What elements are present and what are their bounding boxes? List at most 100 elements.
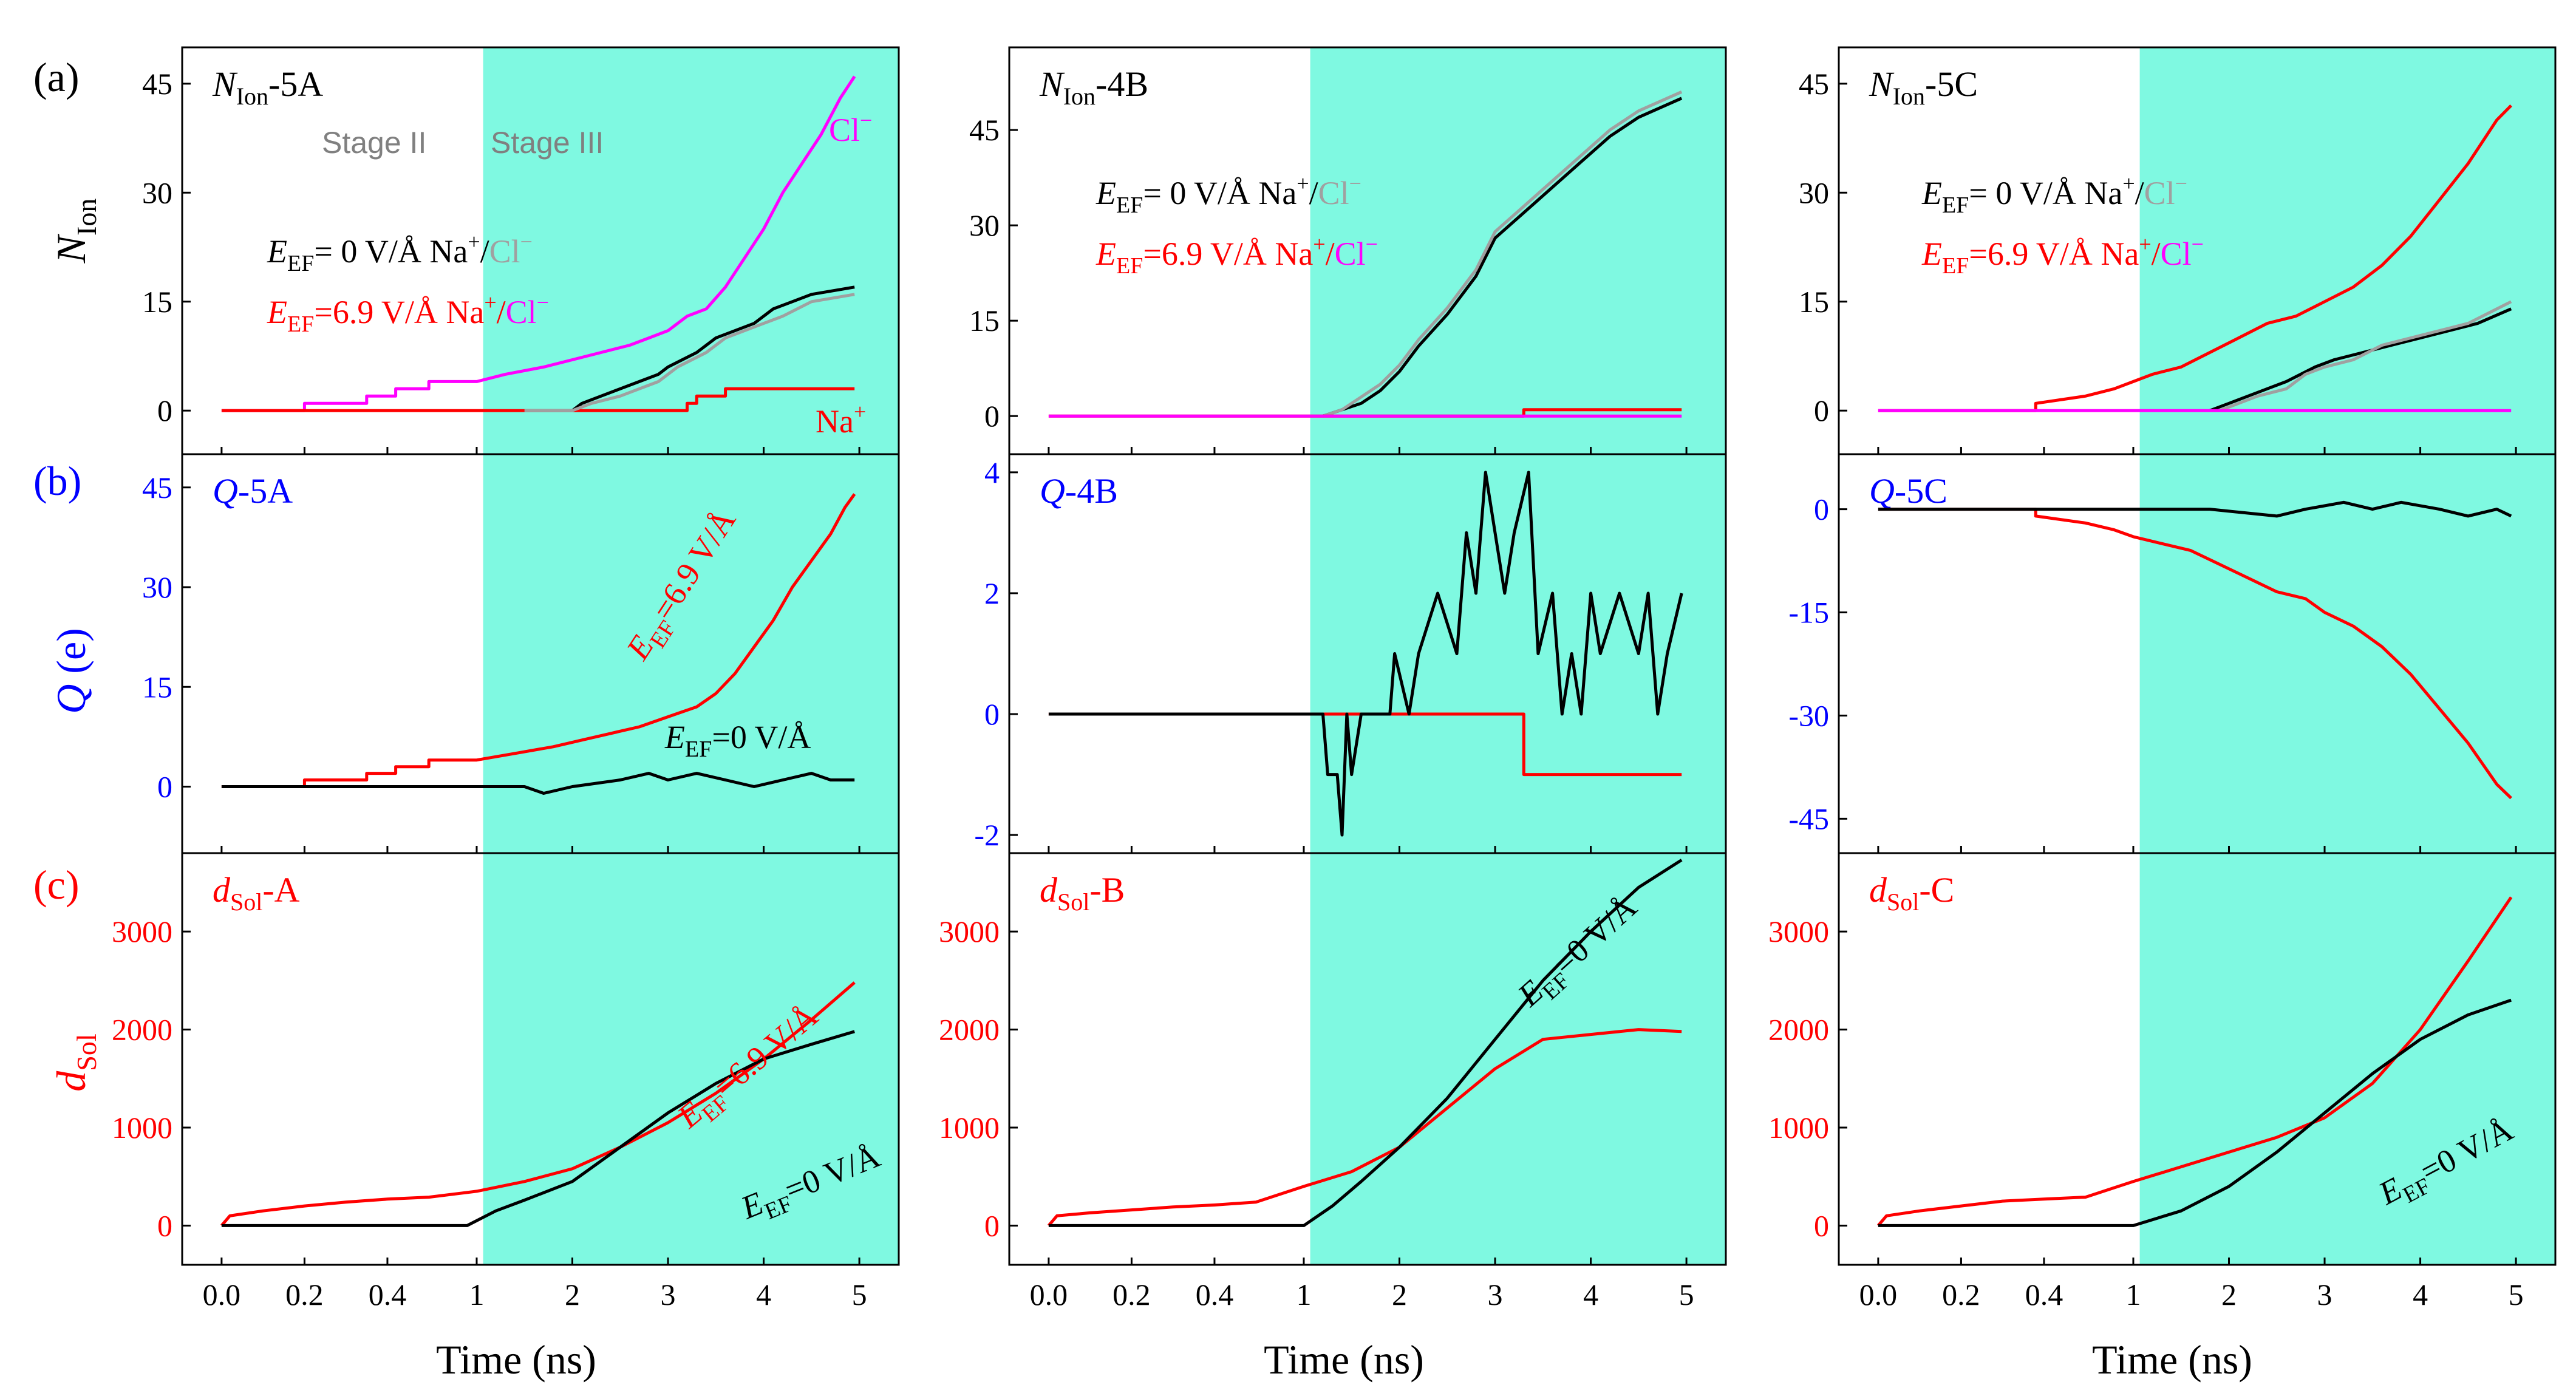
legend-c-ef0-minus: − xyxy=(2175,171,2187,196)
y-tick-label: 45 xyxy=(142,67,172,101)
legend-c-ef0-head: E xyxy=(1921,175,1942,211)
legend-c-ef69-head: E xyxy=(1921,236,1942,272)
panel-title-sub: Ion xyxy=(1893,83,1925,110)
legend-a-ef0-head: E xyxy=(267,233,287,270)
b5a-ef0-sub: EF xyxy=(685,737,712,762)
series-line xyxy=(2209,307,2512,412)
ylabel-c: dSol xyxy=(48,1033,102,1091)
x-tick-label: 3 xyxy=(1488,1278,1503,1312)
x-tick-label: 5 xyxy=(852,1278,867,1312)
y-tick-label: 2 xyxy=(984,576,1000,610)
panel-title-sub: Ion xyxy=(236,83,268,110)
x-tick-label: 0.4 xyxy=(1196,1278,1234,1312)
svg-text:EEF= 0 V/Å Na+/Cl−: EEF= 0 V/Å Na+/Cl− xyxy=(1095,171,1361,218)
ylabel-b: Q (e) xyxy=(48,628,94,714)
panel-title: Q-5C xyxy=(1869,471,1947,511)
xlabel-c: Time (ns) xyxy=(2092,1336,2252,1383)
y-tick-label: 1000 xyxy=(112,1111,172,1145)
legend-a-ef0-sub: EF xyxy=(287,251,314,276)
series-line xyxy=(221,772,855,795)
legend-a-ef0-minus: − xyxy=(520,230,533,254)
y-tick-label: 0 xyxy=(984,399,1000,433)
legend-a-ef69-tail: =6.9 V/Å Na xyxy=(314,294,484,330)
x-tick-label: 4 xyxy=(756,1278,771,1312)
stage-iii-shade xyxy=(483,47,899,454)
stage-iii-shade xyxy=(2139,47,2555,454)
panel-title-tail: -5C xyxy=(1925,64,1978,104)
x-tick-label: 2 xyxy=(2221,1278,2237,1312)
y-tick-label: 2000 xyxy=(1768,1013,1829,1047)
panel-title-sym: d xyxy=(213,870,231,910)
panel-title-sym: Q xyxy=(1040,471,1065,511)
panel-label-b: (b) xyxy=(33,458,81,504)
panel-title-tail: -C xyxy=(1919,870,1954,910)
ylabel-a: NIon xyxy=(48,199,102,264)
panel-title-sym: Q xyxy=(1869,471,1895,511)
curve-label-cl: Cl− xyxy=(829,108,872,148)
stage-iii-shade xyxy=(1310,853,1726,1265)
legend-b-ef0-minus: − xyxy=(1349,171,1361,196)
legend-b-ef0-plus: + xyxy=(1297,171,1309,196)
panel-title-tail: -B xyxy=(1089,870,1125,910)
panel-title-sym: d xyxy=(1869,870,1887,910)
y-tick-label: 0 xyxy=(1814,1208,1829,1242)
panel-title-tail: -5C xyxy=(1895,471,1947,511)
legend-b-ef69-head: E xyxy=(1095,236,1116,272)
y-tick-label: 0 xyxy=(157,393,172,427)
y-tick-label: 2000 xyxy=(112,1013,172,1047)
y-tick-label: 30 xyxy=(1799,175,1829,209)
legend-c-ef0-sub: EF xyxy=(1942,192,1969,218)
panel-title-tail: -4B xyxy=(1095,64,1148,104)
y-tick-label: 3000 xyxy=(939,914,1000,948)
legend-a-ef69-sub: EF xyxy=(287,311,314,337)
panel-a-C: 0 15 30 45 NIon-5C xyxy=(1799,46,2557,455)
ylabel-c-sym: d xyxy=(48,1071,94,1092)
legend-a-ef69-head: E xyxy=(267,294,287,330)
y-tick-label: 30 xyxy=(142,175,172,209)
y-tick-label: 0 xyxy=(1814,492,1829,526)
stage-iii-shade xyxy=(2139,853,2555,1265)
series-line xyxy=(1048,471,1683,837)
legend-a-ef69-cl: Cl xyxy=(506,294,537,330)
y-tick-label: 0 xyxy=(984,1208,1000,1242)
x-tick-label: 2 xyxy=(565,1278,580,1312)
x-tick-label: 0.0 xyxy=(1030,1278,1068,1312)
y-tick-label: 0 xyxy=(984,697,1000,731)
series-line xyxy=(221,493,856,788)
panel-title-sub: Sol xyxy=(230,888,262,916)
legend-b-ef0-head: E xyxy=(1095,175,1116,211)
legend-a-ef0-cl: Cl xyxy=(489,233,520,270)
panel-title-sub: Ion xyxy=(1063,83,1095,110)
panel-label-c: (c) xyxy=(33,862,79,908)
legend-c: EEF= 0 V/Å Na+/Cl− EEF=6.9 V/Å Na+/Cl− xyxy=(1921,171,2204,279)
legend-b-ef0-slash: / xyxy=(1309,175,1318,211)
panel-title-sym: Q xyxy=(213,471,238,511)
panel-title-tail: -4B xyxy=(1065,471,1118,511)
x-tick-label: 2 xyxy=(1392,1278,1407,1312)
panel-title-sym: N xyxy=(1039,64,1065,104)
panel-c-A: 0 1000 2000 3000 0.0 0.2 0.4 1 2 3 4 5 dSol-A xyxy=(112,852,900,1312)
legend-b-ef69-sub: EF xyxy=(1116,253,1143,279)
legend-b-ef69-plus: + xyxy=(1313,232,1325,256)
panel-title: dSol-B xyxy=(1040,870,1125,916)
y-tick-label: 3000 xyxy=(1768,914,1829,948)
y-tick-label: 45 xyxy=(1799,67,1829,101)
x-tick-label: 0.4 xyxy=(369,1278,407,1312)
svg-text:Q (e): Q (e) xyxy=(48,628,94,714)
legend-a-ef69-minus: − xyxy=(537,290,549,315)
panel-a-B: 0 15 30 45 NIon-4B xyxy=(969,46,1727,455)
series-line xyxy=(1878,508,2512,800)
stage-iii-shade xyxy=(483,853,899,1265)
legend-c-ef0-slash: / xyxy=(2135,175,2144,211)
y-tick-label: 15 xyxy=(969,304,1000,338)
curve-label-na-plus: + xyxy=(854,400,866,424)
stage-iii-label: Stage III xyxy=(491,126,604,160)
panel-title-sym: N xyxy=(212,64,238,104)
ylabel-c-sub: Sol xyxy=(71,1033,102,1071)
plot-frame xyxy=(1008,852,1727,1266)
x-tick-label: 0.4 xyxy=(2025,1278,2063,1312)
y-tick-label: 4 xyxy=(984,455,1000,489)
legend-c-ef0-cl: Cl xyxy=(2144,175,2175,211)
svg-text:NIon: NIon xyxy=(48,199,102,264)
series-line xyxy=(1048,859,1683,1227)
